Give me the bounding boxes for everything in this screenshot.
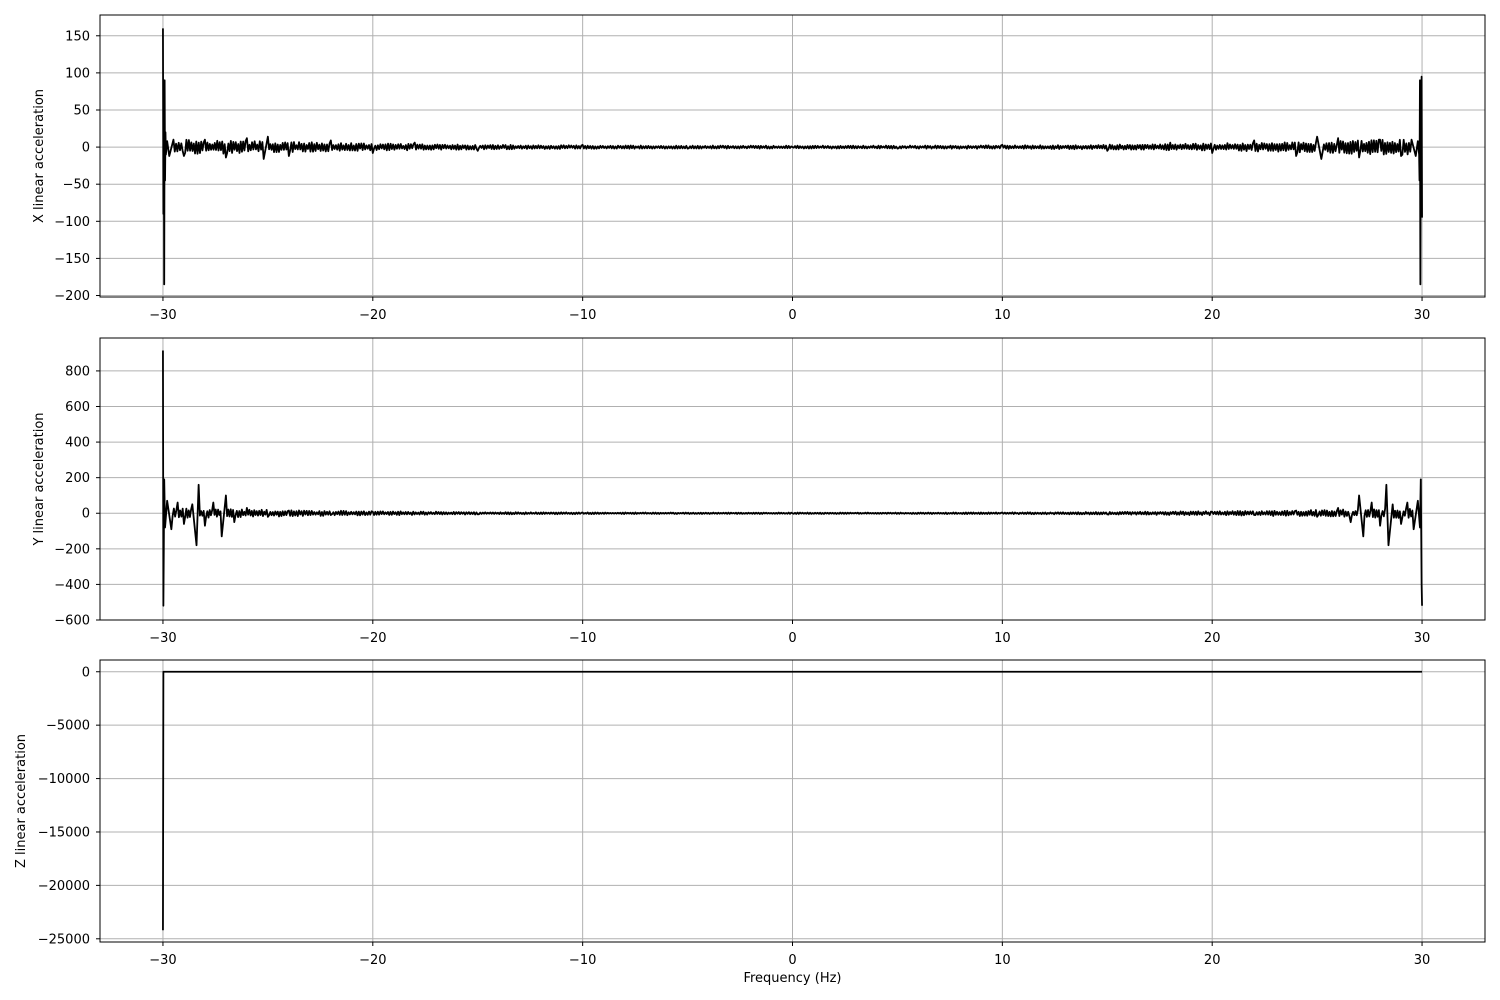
x-tick-label: −30 (149, 953, 176, 968)
y-tick-label: 0 (82, 507, 90, 522)
y-tick-label: −10000 (38, 772, 90, 787)
x-tick-label: −30 (149, 308, 176, 323)
y-axis-label: Y linear acceleration (32, 412, 47, 546)
y-tick-label: −100 (54, 215, 90, 230)
x-tick-label: 30 (1414, 953, 1431, 968)
x-tick-label: 20 (1204, 308, 1221, 323)
y-tick-label: 0 (82, 665, 90, 680)
y-tick-label: −150 (54, 252, 90, 267)
y-tick-label: −25000 (38, 932, 90, 947)
x-tick-label: 20 (1204, 631, 1221, 646)
y-tick-label: 100 (65, 66, 90, 81)
axes-frame (99, 659, 1486, 943)
y-tick-label: −20000 (38, 879, 90, 894)
series-line (162, 350, 1423, 607)
y-tick-label: 150 (65, 29, 90, 44)
series-line (162, 28, 1423, 286)
x-tick-label: 0 (788, 953, 796, 968)
y-tick-label: −200 (54, 542, 90, 557)
y-tick-label: 200 (65, 471, 90, 486)
x-tick-label: 20 (1204, 953, 1221, 968)
y-axis-label: Z linear acceleration (14, 734, 29, 868)
x-axis-label: Frequency (Hz) (743, 971, 841, 986)
x-tick-label: −10 (569, 631, 596, 646)
x-tick-label: −10 (569, 953, 596, 968)
x-tick-label: 0 (788, 308, 796, 323)
y-tick-label: −5000 (46, 719, 90, 734)
y-tick-label: 50 (73, 103, 90, 118)
y-tick-label: −50 (63, 178, 90, 193)
y-axis-label: X linear acceleration (32, 89, 47, 223)
x-tick-label: −20 (359, 631, 386, 646)
x-tick-label: −20 (359, 953, 386, 968)
panel-2: −30 −20 −10 0 10 20 30 −600 −400 −200 0 200 400 600 80… (32, 337, 1486, 646)
axes-frame (99, 337, 1486, 621)
y-tick-label: −400 (54, 578, 90, 593)
y-tick-label: 400 (65, 436, 90, 451)
y-tick-label: −200 (54, 289, 90, 304)
x-tick-label: 0 (788, 631, 796, 646)
x-tick-label: −20 (359, 308, 386, 323)
x-tick-label: 10 (994, 953, 1011, 968)
x-tick-label: 10 (994, 631, 1011, 646)
y-tick-label: 800 (65, 364, 90, 379)
x-tick-label: 10 (994, 308, 1011, 323)
panel-3: −30 −20 −10 0 10 20 30 −25000 −20000 −15000 −10000… (14, 659, 1486, 986)
x-tick-label: 30 (1414, 631, 1431, 646)
y-tick-label: −15000 (38, 825, 90, 840)
y-tick-label: −600 (54, 614, 90, 629)
x-tick-label: −10 (569, 308, 596, 323)
y-tick-label: 600 (65, 400, 90, 415)
y-tick-label: 0 (82, 141, 90, 156)
series-line (162, 670, 1423, 931)
panel-1: −30 −20 −10 0 10 20 30−200−150−100−50050100150… (32, 14, 1486, 323)
x-tick-label: 30 (1414, 308, 1431, 323)
axes-frame (99, 14, 1486, 298)
x-tick-label: −30 (149, 631, 176, 646)
